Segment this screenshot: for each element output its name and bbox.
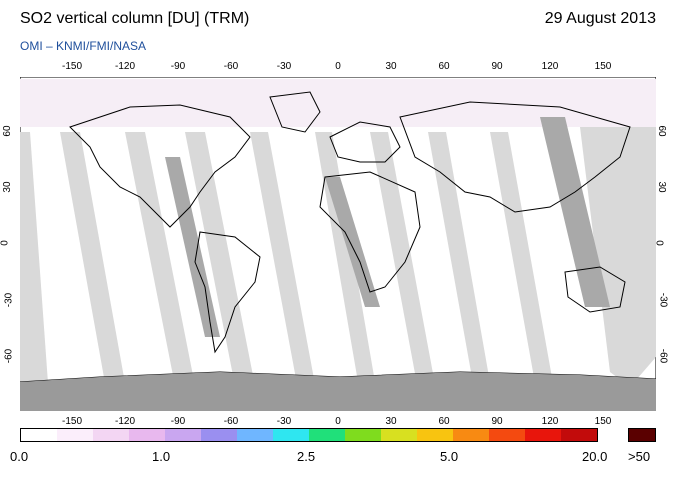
lon-tick-bottom: 120 — [541, 416, 559, 427]
lon-tick-top: 30 — [385, 61, 397, 72]
swath-gaps-light — [20, 127, 656, 411]
colorbar-label: 5.0 — [440, 449, 459, 464]
colorbar-segment — [129, 429, 165, 441]
lon-tick-bottom: 0 — [335, 416, 341, 427]
colorbar-label: 1.0 — [152, 449, 171, 464]
map-title: SO2 vertical column [DU] (TRM) — [20, 10, 250, 27]
lat-tick-left: -60 — [3, 348, 15, 364]
colorbar-segment — [21, 429, 57, 441]
lon-tick-top: 60 — [438, 61, 450, 72]
lat-tick-left: -30 — [3, 292, 15, 308]
lon-tick-bottom: -120 — [114, 416, 136, 427]
colorbar-segment — [93, 429, 129, 441]
lon-tick-top: -150 — [61, 61, 83, 72]
lat-tick-left: 0 — [0, 240, 11, 246]
lat-tick-right: -30 — [657, 292, 669, 308]
colorbar-segment — [453, 429, 489, 441]
lon-tick-top: 0 — [335, 61, 341, 72]
colorbar-segment — [345, 429, 381, 441]
colorbar — [20, 428, 598, 442]
colorbar-segment — [489, 429, 525, 441]
lon-tick-top: -60 — [223, 61, 239, 72]
lat-tick-right: -60 — [657, 348, 669, 364]
colorbar-segment — [201, 429, 237, 441]
colorbar-segment — [273, 429, 309, 441]
lon-tick-bottom: 30 — [385, 416, 397, 427]
lon-tick-bottom: 60 — [438, 416, 450, 427]
data-credit: OMI – KNMI/FMI/NASA — [20, 39, 147, 53]
map-canvas — [20, 77, 656, 411]
colorbar-label: 2.5 — [297, 449, 316, 464]
africa-outline — [319, 171, 421, 293]
lon-tick-bottom: -60 — [223, 416, 239, 427]
colorbar-segment — [381, 429, 417, 441]
lon-tick-top: -90 — [170, 61, 186, 72]
south-america-outline — [194, 231, 261, 354]
europe-outline — [329, 121, 401, 163]
lat-tick-right: 60 — [656, 125, 668, 137]
asia-outline — [399, 101, 631, 213]
lat-tick-left: 60 — [2, 125, 14, 137]
australia-outline — [564, 266, 626, 313]
colorbar-segment — [165, 429, 201, 441]
lon-tick-bottom: -150 — [61, 416, 83, 427]
lon-tick-bottom: -30 — [276, 416, 292, 427]
lon-tick-top: 120 — [541, 61, 559, 72]
lon-tick-top: 90 — [491, 61, 503, 72]
lon-tick-bottom: 90 — [491, 416, 503, 427]
lon-tick-bottom: 150 — [594, 416, 612, 427]
colorbar-overflow-label: >50 — [628, 449, 651, 464]
overflow-swatch — [628, 428, 656, 442]
colorbar-segment — [309, 429, 345, 441]
map-date: 29 August 2013 — [544, 10, 656, 27]
swath-gaps-dark — [165, 117, 610, 337]
world-map — [20, 77, 656, 411]
colorbar-segment — [57, 429, 93, 441]
lon-tick-top: -30 — [276, 61, 292, 72]
greenland-outline — [269, 91, 321, 133]
colorbar-segment — [525, 429, 561, 441]
lat-tick-right: 30 — [656, 181, 668, 193]
colorbar-segment — [237, 429, 273, 441]
lon-tick-top: 150 — [594, 61, 612, 72]
north-america-outline — [69, 104, 251, 228]
colorbar-label: 20.0 — [582, 449, 608, 464]
colorbar-segment — [417, 429, 453, 441]
lon-tick-bottom: -90 — [170, 416, 186, 427]
lon-tick-top: -120 — [114, 61, 136, 72]
lat-tick-left: 30 — [2, 181, 14, 193]
colorbar-label: 0.0 — [10, 449, 29, 464]
colorbar-segment — [561, 429, 597, 441]
antarctica-fill — [20, 372, 656, 411]
